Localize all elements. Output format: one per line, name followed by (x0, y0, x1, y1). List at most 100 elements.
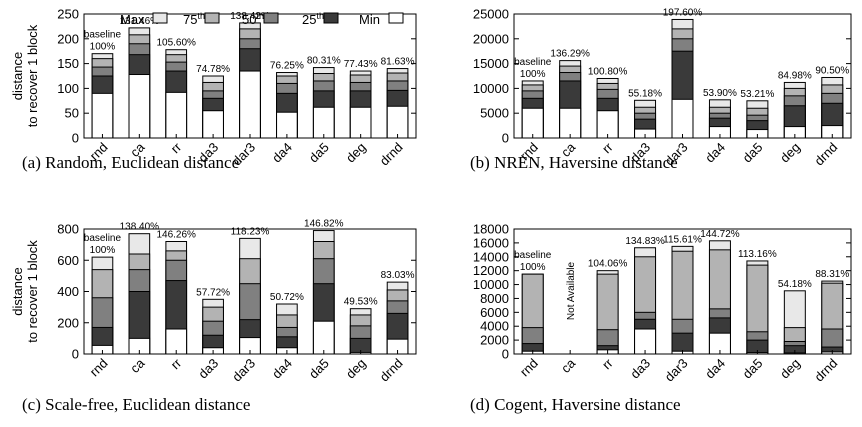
legend-label-50th: 50th (242, 11, 264, 27)
category-label: deg (343, 356, 369, 382)
category-label: deg (777, 140, 803, 166)
bar-min-dar3 (671, 98, 694, 139)
bar-annotation: 136.29% (550, 49, 590, 60)
category-label: da4 (702, 140, 728, 166)
bar-min-deg (349, 106, 372, 139)
y-tick-label: 0 (502, 347, 509, 362)
category-label: da3 (195, 356, 221, 382)
category-label: deg (343, 140, 369, 166)
bar-min-dar3 (239, 70, 261, 139)
bar-annotation: 84.98% (778, 70, 812, 81)
bar-annotation: 54.18% (778, 279, 812, 290)
bar-min-ca (559, 107, 582, 139)
category-label: drnd (377, 356, 406, 385)
category-label: drnd (377, 140, 406, 169)
category-label: da5 (306, 356, 332, 382)
y-tick-label: 200 (57, 315, 79, 330)
chart-panel-1: 0500010000150002000025000100%baselinernd… (470, 7, 852, 172)
y-tick-label: 25000 (473, 7, 509, 22)
category-label: rr (168, 355, 185, 372)
bar-annotation: 115.61% (663, 234, 702, 245)
y-tick-label: 6000 (480, 305, 509, 320)
baseline-label: baseline (84, 233, 122, 244)
bar-min-rr (596, 110, 619, 139)
panel-caption: (d) Cogent, Haversine distance (470, 395, 681, 414)
bar-annotation: 118.23% (231, 226, 270, 237)
y-tick-label: 0 (72, 347, 79, 362)
bar-min-rr (165, 91, 188, 139)
y-tick-label: 10000 (473, 277, 509, 292)
legend-swatch-50th (263, 12, 279, 24)
category-label: da5 (740, 140, 766, 166)
y-axis-label: distanceto recover 1 block (10, 24, 40, 127)
y-tick-label: 18000 (473, 222, 509, 237)
y-tick-label: 0 (72, 131, 79, 146)
y-tick-label: 0 (502, 131, 509, 146)
category-label: deg (777, 356, 803, 382)
category-label: da3 (627, 356, 653, 382)
legend-swatch-max (152, 12, 168, 24)
not-available-label: Not Available (566, 261, 577, 320)
y-tick-label: 400 (57, 284, 79, 299)
y-tick-label: 250 (57, 7, 79, 22)
bar-annotation: 100% (520, 69, 546, 80)
bar-annotation: 100% (90, 42, 116, 53)
panel-caption: (c) Scale-free, Euclidean distance (22, 395, 250, 414)
category-label: rnd (87, 356, 111, 380)
bar-annotation: 104.06% (588, 259, 628, 270)
baseline-label: baseline (514, 250, 552, 261)
bar-annotation: 53.21% (740, 89, 774, 100)
category-label: ca (127, 355, 148, 376)
category-label: da5 (740, 356, 766, 382)
y-tick-label: 200 (57, 31, 79, 46)
bar-annotation: 105.60% (156, 38, 196, 49)
bar-annotation: 146.82% (304, 219, 344, 230)
legend: Max 75th 50th 25th Min (120, 11, 404, 27)
bar-annotation: 57.72% (196, 287, 230, 298)
y-tick-label: 12000 (473, 263, 509, 278)
panel-caption: (a) Random, Euclidean distance (22, 153, 239, 172)
bar-annotation: 138.42% (230, 11, 270, 22)
bar-min-ca (128, 74, 151, 139)
bar-min-drnd (386, 105, 409, 139)
chart-panel-2: 0 200 400 600 800 distanceto recover 1 block 1… (10, 219, 417, 414)
category-label: rnd (517, 356, 541, 380)
bar-annotation: 90.50% (815, 65, 849, 76)
bar-min-rnd (521, 107, 544, 139)
legend-label-75th: 75th (183, 11, 205, 27)
y-axis-label: distanceto recover 1 block (10, 240, 40, 343)
legend-label-max: Max (120, 12, 145, 27)
bar-annotation: 100% (90, 245, 116, 256)
y-tick-label: 2000 (480, 333, 509, 348)
bar-annotation: 197.60% (663, 7, 703, 18)
bar-min-da3 (202, 110, 224, 139)
y-tick-label: 10000 (473, 81, 509, 96)
chart-panel-0: 0 50 100 150 200 250 distanceto recover 1 bloc… (10, 7, 417, 172)
y-tick-label: 150 (57, 56, 79, 71)
category-label: drnd (811, 356, 840, 385)
y-tick-label: 14000 (473, 249, 509, 264)
category-label: da4 (269, 140, 295, 166)
category-label: drnd (811, 140, 840, 169)
baseline-label: baseline (514, 57, 552, 68)
bar-annotation: 100% (520, 262, 546, 273)
panel-caption: (b) NREN, Haversine distance (470, 153, 678, 172)
legend-swatch-min (388, 12, 404, 24)
bar-annotation: 81.63% (381, 57, 415, 68)
category-label: ca (558, 355, 579, 376)
y-tick-label: 15000 (473, 56, 509, 71)
bar-min-da5 (312, 106, 335, 139)
category-label: dar3 (229, 356, 258, 385)
y-tick-label: 50 (65, 106, 79, 121)
bar-annotation: 49.53% (344, 297, 378, 308)
bar-annotation: 76.25% (270, 61, 304, 72)
bar-min-rnd (91, 92, 114, 139)
bar-annotation: 83.03% (381, 270, 415, 281)
y-tick-label: 16000 (473, 235, 509, 250)
y-tick-label: 20000 (473, 31, 509, 46)
bar-min-da5 (312, 320, 335, 355)
bar-annotation: 53.90% (703, 88, 737, 99)
bar-annotation: 74.78% (196, 64, 230, 75)
chart-panel-3: 0200040006000800010000120001400016000180… (470, 222, 852, 414)
